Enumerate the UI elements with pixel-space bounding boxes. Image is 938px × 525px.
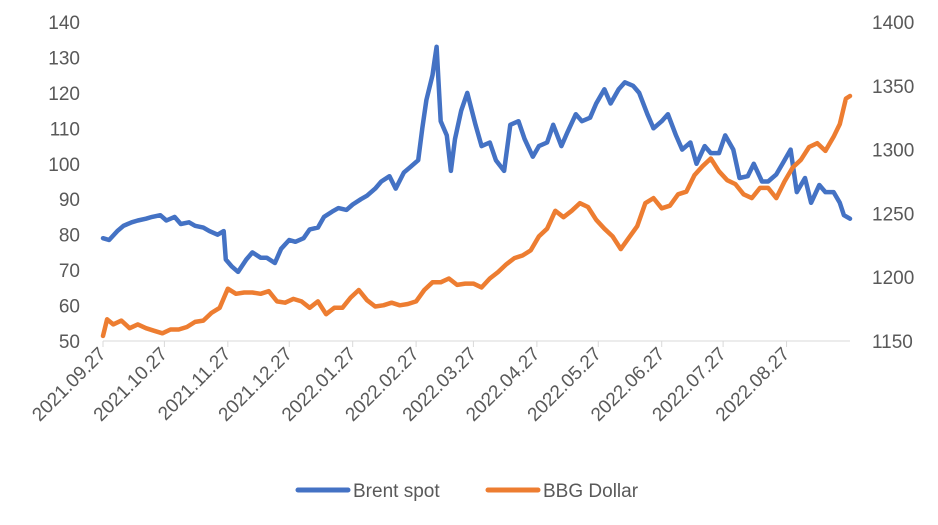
y-left-tick-label: 70: [59, 261, 80, 282]
x-axis: 2021.09.272021.10.272021.11.272021.12.27…: [28, 341, 794, 426]
y-right-tick-label: 1200: [872, 268, 914, 289]
y-left-tick-label: 90: [59, 190, 80, 211]
y-left-tick-label: 50: [59, 332, 80, 353]
y-left-tick-label: 110: [50, 119, 80, 140]
y-left-tick-label: 100: [48, 155, 80, 176]
series-lines: [100, 44, 853, 339]
legend: Brent spot BBG Dollar: [295, 481, 639, 502]
y-left-tick-label: 60: [59, 297, 80, 318]
series-line-brent-spot: [100, 44, 853, 275]
y-left-tick-label: 140: [48, 13, 80, 34]
y-axis-right: 1400 1350 1300 1250 1200 1150: [872, 13, 914, 353]
legend-label-bbg-dollar: BBG Dollar: [543, 481, 639, 502]
y-left-tick-label: 130: [48, 48, 80, 69]
series-line-bbg-dollar: [100, 93, 853, 339]
legend-label-brent-spot: Brent spot: [353, 481, 440, 502]
y-right-tick-label: 1250: [872, 204, 914, 225]
y-right-tick-label: 1300: [872, 141, 914, 162]
y-right-tick-label: 1150: [872, 332, 913, 353]
y-right-tick-label: 1350: [872, 77, 914, 98]
y-right-tick-label: 1400: [872, 13, 914, 34]
y-left-tick-label: 80: [59, 226, 80, 247]
y-left-tick-label: 120: [48, 84, 80, 105]
y-axis-left: 140 130 120 110 100 90 80 70 60 50: [48, 13, 80, 353]
